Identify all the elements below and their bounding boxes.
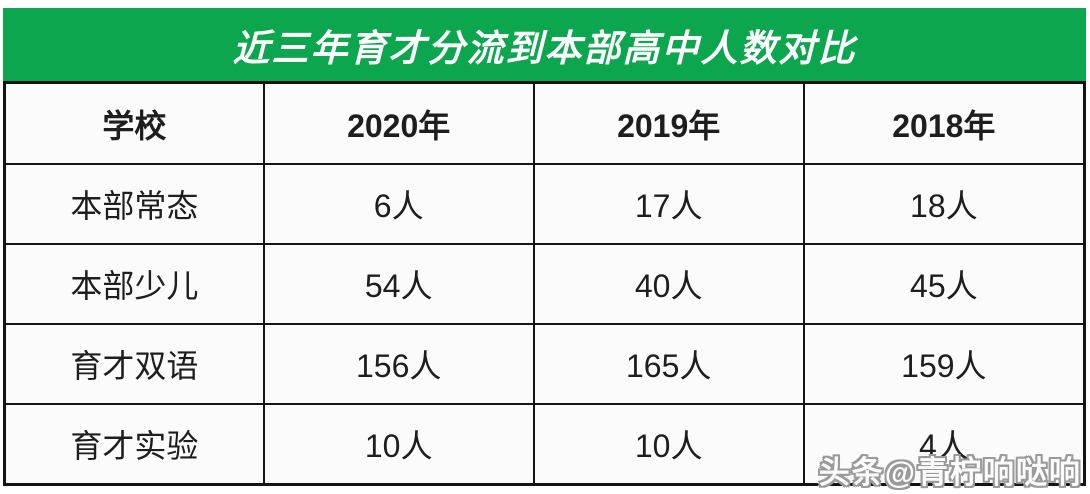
column-header-2020: 2020年 <box>262 81 535 165</box>
row-label: 本部常态 <box>3 163 265 245</box>
cell-value: 156人 <box>262 323 535 405</box>
cell-value: 40人 <box>532 243 805 325</box>
cell-value: 10人 <box>532 403 805 486</box>
cell-value: 165人 <box>532 323 805 405</box>
row-label: 育才实验 <box>3 403 265 486</box>
row-label: 本部少儿 <box>3 243 265 325</box>
table-row: 本部常态 6人 17人 18人 <box>3 163 1086 245</box>
column-header-2019: 2019年 <box>532 81 805 165</box>
table-header-row: 学校 2020年 2019年 2018年 <box>3 81 1086 165</box>
table-row: 育才双语 156人 165人 159人 <box>3 323 1086 405</box>
column-header-2018: 2018年 <box>802 81 1086 165</box>
cell-value: 54人 <box>262 243 535 325</box>
cell-value: 45人 <box>802 243 1086 325</box>
cell-value: 17人 <box>532 163 805 245</box>
comparison-table: 学校 2020年 2019年 2018年 本部常态 6人 17人 18人 本部少… <box>3 81 1086 486</box>
column-header-school: 学校 <box>3 81 265 165</box>
table-row: 本部少儿 54人 40人 45人 <box>3 243 1086 325</box>
table-graphic: 近三年育才分流到本部高中人数对比 学校 2020年 2019年 2018年 本部… <box>3 8 1086 486</box>
table-row: 育才实验 10人 10人 4人 <box>3 403 1086 486</box>
cell-value: 18人 <box>802 163 1086 245</box>
cell-value: 6人 <box>262 163 535 245</box>
cell-value: 159人 <box>802 323 1086 405</box>
title-banner: 近三年育才分流到本部高中人数对比 <box>3 8 1086 81</box>
cell-value: 4人 <box>802 403 1086 486</box>
row-label: 育才双语 <box>3 323 265 405</box>
cell-value: 10人 <box>262 403 535 486</box>
page-title: 近三年育才分流到本部高中人数对比 <box>232 27 857 69</box>
